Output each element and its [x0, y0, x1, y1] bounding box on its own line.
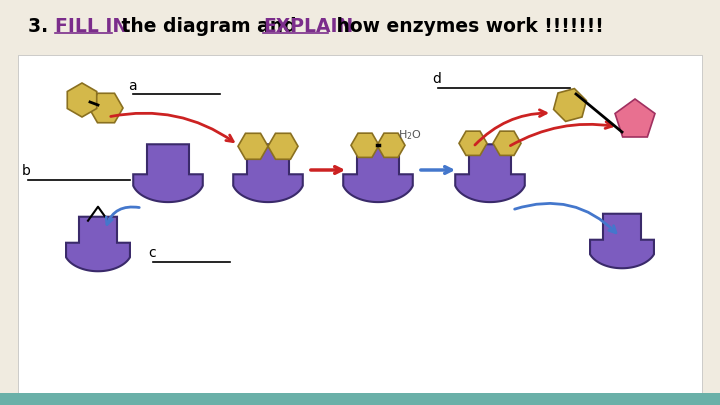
Polygon shape: [268, 133, 298, 159]
Polygon shape: [133, 144, 203, 202]
Text: EXPLAIN: EXPLAIN: [263, 17, 354, 36]
FancyArrowPatch shape: [106, 207, 139, 224]
Bar: [0, 393, 720, 405]
Polygon shape: [233, 144, 303, 202]
Polygon shape: [67, 83, 96, 117]
Text: b: b: [22, 164, 31, 178]
Polygon shape: [351, 133, 379, 158]
FancyArrowPatch shape: [510, 122, 612, 146]
Text: FILL IN: FILL IN: [55, 17, 128, 36]
Polygon shape: [590, 214, 654, 268]
Polygon shape: [455, 144, 525, 202]
Polygon shape: [493, 131, 521, 156]
FancyArrowPatch shape: [475, 110, 546, 145]
FancyArrowPatch shape: [311, 167, 341, 173]
Polygon shape: [89, 93, 123, 123]
Polygon shape: [615, 99, 655, 137]
FancyArrowPatch shape: [111, 113, 233, 142]
FancyArrowPatch shape: [420, 167, 451, 173]
Text: 3.: 3.: [28, 17, 55, 36]
FancyArrowPatch shape: [515, 203, 616, 233]
Text: c: c: [148, 246, 156, 260]
Text: d: d: [432, 72, 441, 86]
Polygon shape: [554, 89, 586, 121]
Polygon shape: [459, 131, 487, 156]
Text: a: a: [128, 79, 137, 93]
Text: H$_2$O: H$_2$O: [398, 128, 422, 142]
Text: how enzymes work !!!!!!!: how enzymes work !!!!!!!: [330, 17, 604, 36]
Polygon shape: [238, 133, 268, 159]
Text: the diagram and: the diagram and: [115, 17, 303, 36]
Polygon shape: [377, 133, 405, 158]
Polygon shape: [66, 217, 130, 271]
FancyBboxPatch shape: [18, 55, 702, 395]
Polygon shape: [343, 144, 413, 202]
